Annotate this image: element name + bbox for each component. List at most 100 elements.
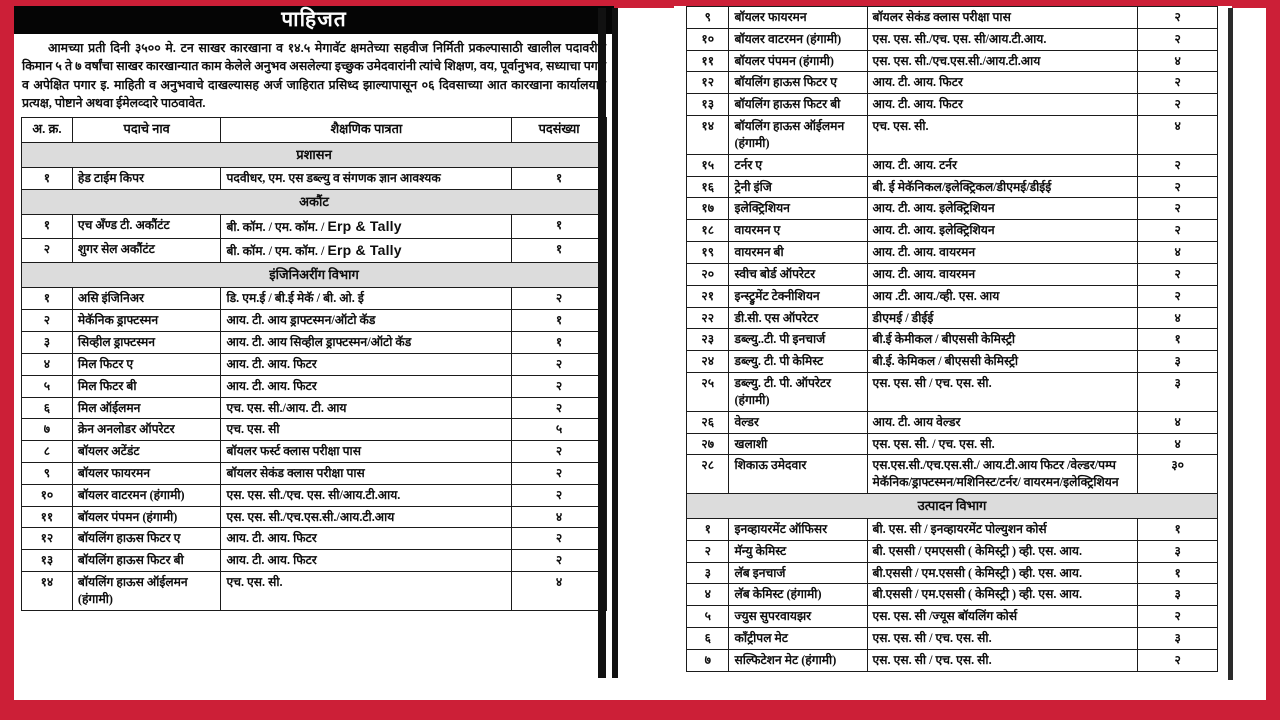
cell-post-name: असि इंजिनिअर [71, 287, 222, 311]
cell-vacancies: ४ [1137, 306, 1218, 330]
cell-serial: १ [21, 167, 73, 190]
table-row: १ असि इंजिनिअर डि. एम.ई / बी.ई मेकॅ / बी. … [21, 287, 607, 311]
cell-vacancies: १ [1137, 517, 1218, 541]
table-row: ५ ज्युस सुपरवायझर एस. एस. सी /ज्यूस बॉयलिं… [685, 605, 1218, 629]
cell-vacancies: २ [1137, 93, 1218, 117]
cell-vacancies: २ [1137, 6, 1218, 29]
cell-serial: २६ [685, 410, 730, 434]
cell-vacancies: ३ [1137, 372, 1218, 412]
cell-vacancies: ३० [1137, 454, 1218, 495]
left-vacancy-table: अ. क्र. पदाचे नाव शैक्षणिक पात्रता पदसंख… [21, 117, 607, 611]
intro-line-4: पगार इ. माहिती व अनुभवाचे दाखल्यासह अर्ज… [73, 77, 483, 92]
cell-post-name: बॉयलिंग हाऊस ऑईलमन (हंगामी) [728, 115, 868, 155]
right-vacancy-table: ९ बॉयलर फायरमन बॉयलर सेकंड क्लास परीक्षा प… [685, 6, 1218, 672]
cell-vacancies: ३ [1137, 627, 1218, 650]
table-row: ४ लॅब केमिस्ट (हंगामी) बी.एससी / एम.एससी (… [685, 583, 1218, 607]
cell-vacancies: ३ [1137, 350, 1218, 374]
cell-vacancies: ५ [511, 418, 607, 442]
table-row: १२ बॉयलिंग हाऊस फिटर ए आय. टी. आय. फिटर २ [685, 71, 1218, 95]
cell-post-name: इलेक्ट्रिशियन [728, 197, 868, 221]
cell-serial: १० [685, 27, 730, 51]
cell-serial: २८ [685, 454, 730, 495]
intro-line-3: अनुभव असलेल्या इच्छुक उमेदवारांनी त्यांच… [22, 59, 607, 92]
cell-serial: २२ [685, 306, 730, 330]
table-row: २२ डी.सी. एस ऑपरेटर डीएमई / डीईई ४ [685, 306, 1218, 330]
cell-post-name: बॉयलर अटेंडंट [71, 440, 222, 463]
cell-qualification: आय. टी. आय ड्राफ्टस्मन/ऑटो कॅड [220, 309, 513, 333]
cell-post-name: बॉयलिंग हाऊस फिटर बी [728, 93, 868, 117]
cell-post-name: बॉयलिंग हाऊस फिटर बी [71, 549, 222, 573]
cell-vacancies: १ [511, 309, 607, 333]
cell-post-name: डब्ल्यु. टी. पी. ऑपरेटर (हंगामी) [728, 372, 868, 412]
cell-qualification: एस. एस. सी./एच.एस.सी./आय.टी.आय [220, 505, 513, 529]
table-row: २५ डब्ल्यु. टी. पी. ऑपरेटर (हंगामी) एस. एस… [685, 372, 1218, 412]
cell-qualification: डि. एम.ई / बी.ई मेकॅ / बी. ओ. ई [220, 287, 513, 311]
table-row: १४ बॉयलिंग हाऊस ऑईलमन (हंगामी) एच. एस. सी.… [21, 571, 607, 611]
cell-qualification: एस. एस. सी./एच.एस.सी./आय.टी.आय [866, 49, 1139, 73]
table-row: ४ मिल फिटर ए आय. टी. आय. फिटर २ [21, 352, 607, 376]
table-row: १३ बॉयलिंग हाऊस फिटर बी आय. टी. आय. फिटर २ [685, 93, 1218, 117]
table-row: ३ सिव्हील ड्राफ्टस्मन आय. टी. आय सिव्हील ड… [21, 331, 607, 354]
table-row: १० बॉयलर वाटरमन (हंगामी) एस. एस. सी./एच. ए… [21, 483, 607, 507]
cell-vacancies: १ [1137, 561, 1218, 585]
table-row: ७ क्रेन अनलोडर ऑपरेटर एच. एस. सी ५ [21, 418, 607, 442]
left-clipping-page: पाहिजत आमच्या प्रती दिनी ३५०० मे. टन साख… [14, 6, 614, 692]
cell-vacancies: ३ [1137, 539, 1218, 563]
cell-post-name: वायरमन बी [728, 241, 868, 264]
cell-post-name: मेकॅनिक ड्राफ्टस्मन [71, 309, 222, 333]
cell-post-name: मिल ऑईलमन [71, 396, 222, 420]
cell-qualification: बी. कॉम. / एम. कॉम. / Erp & Tally [220, 238, 513, 264]
cell-serial: २४ [685, 350, 730, 374]
table-row: ११ बॉयलर पंपमन (हंगामी) एस. एस. सी./एच.एस.… [21, 505, 607, 529]
cell-serial: २७ [685, 432, 730, 456]
cell-serial: १ [21, 213, 73, 240]
table-row: ५ मिल फिटर बी आय. टी. आय. फिटर २ [21, 374, 607, 398]
left-table-wrap: अ. क्र. पदाचे नाव शैक्षणिक पात्रता पदसंख… [14, 117, 614, 611]
cell-vacancies: ३ [1137, 583, 1218, 607]
section-title: उत्पादन विभाग [686, 493, 1218, 519]
cell-vacancies: २ [511, 440, 607, 463]
cell-serial: २५ [685, 372, 730, 412]
cell-serial: १८ [685, 219, 730, 243]
cell-post-name: हेड टाईम किपर [71, 167, 222, 190]
table-row: ११ बॉयलर पंपमन (हंगामी) एस. एस. सी./एच.एस.… [685, 49, 1218, 73]
cell-qualification: एच. एस. सी./आय. टी. आय [220, 396, 513, 420]
cell-post-name: मॅन्यु केमिस्ट [728, 539, 868, 563]
table-row: ९ बॉयलर फायरमन बॉयलर सेकंड क्लास परीक्षा प… [21, 461, 607, 485]
page-spine-left [598, 8, 606, 678]
cell-qualification: बॉयलर फर्स्ट क्लास परीक्षा पास [220, 440, 513, 463]
cell-serial: १० [21, 483, 73, 507]
cell-vacancies: ४ [1137, 432, 1218, 456]
cell-serial: १३ [685, 93, 730, 117]
cell-vacancies: ४ [1137, 410, 1218, 434]
cell-post-name: शुगर सेल अकौंटंट [71, 238, 222, 264]
section-header-row: अकौंट [21, 188, 607, 215]
cell-post-name: बॉयलर पंपमन (हंगामी) [728, 49, 868, 73]
cell-qualification: एच. एस. सी. [220, 571, 513, 611]
cell-vacancies: २ [511, 483, 607, 507]
cell-qualification: एस. एस. सी / एच. एस. सी. [866, 372, 1139, 412]
cell-vacancies: ४ [1137, 49, 1218, 73]
cell-post-name: बॉयलर फायरमन [71, 461, 222, 485]
table-row: ३ लॅब इनचार्ज बी.एससी / एम.एससी ( केमिस्ट्… [685, 561, 1218, 585]
cell-serial: ५ [21, 374, 73, 398]
cell-serial: १ [21, 287, 73, 311]
cell-serial: ११ [21, 505, 73, 529]
section-header-row: प्रशासन [21, 142, 607, 169]
cell-vacancies: २ [1137, 175, 1218, 199]
cell-qualification: पदवीधर, एम. एस डब्ल्यु व संगणक ज्ञान आवश… [220, 167, 513, 190]
cell-vacancies: १ [511, 167, 607, 190]
cell-qualification: एस. एस. सी / एच. एस. सी. [866, 627, 1139, 650]
cell-serial: ४ [21, 352, 73, 376]
cell-serial: २३ [685, 328, 730, 352]
cell-post-name: एच अँण्ड टी. अकौंटंट [71, 213, 222, 240]
cell-qualification: एच. एस. सी. [866, 115, 1139, 155]
cell-vacancies: २ [511, 287, 607, 311]
cell-serial: ९ [21, 461, 73, 485]
cell-qualification: एस.एस.सी./एच.एस.सी./ आय.टी.आय फिटर /वेल्… [866, 454, 1139, 495]
cell-post-name: बॉयलर वाटरमन (हंगामी) [71, 483, 222, 507]
cell-qualification: बी.ई केमीकल / बीएससी केमिस्ट्री [866, 328, 1139, 352]
cell-qualification: एस. एस. सी./एच. एस. सी/आय.टी.आय. [866, 27, 1139, 51]
cell-vacancies: १ [511, 213, 607, 240]
cell-serial: १५ [685, 153, 730, 177]
